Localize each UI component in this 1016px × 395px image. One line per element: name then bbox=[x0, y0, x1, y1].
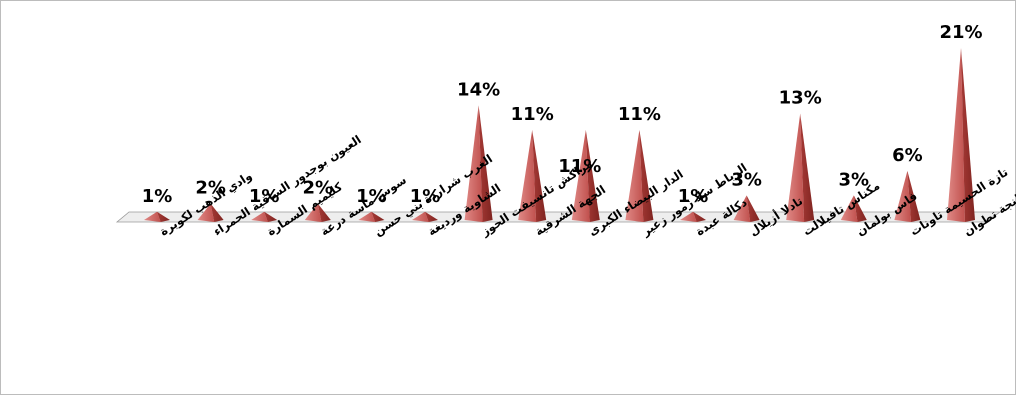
cone-lit-face bbox=[894, 170, 912, 222]
data-label: 11% bbox=[511, 104, 554, 125]
chart-floor-plane bbox=[115, 211, 1002, 223]
data-label: 1% bbox=[142, 186, 173, 207]
cone-shadow-face bbox=[210, 203, 224, 222]
cone-lit-face bbox=[251, 211, 268, 222]
cone-lit-face bbox=[518, 129, 537, 222]
cone-lit-face bbox=[947, 48, 965, 222]
cone-shadow-face bbox=[961, 48, 975, 222]
cone-bar bbox=[518, 129, 547, 222]
cone-bar bbox=[894, 170, 921, 222]
data-label: 14% bbox=[457, 79, 500, 100]
cone-shadow-face bbox=[425, 211, 438, 222]
cone-shadow-face bbox=[907, 170, 921, 222]
cone-shadow-face bbox=[478, 105, 493, 222]
cone-bar bbox=[251, 211, 278, 222]
cone-shadow-face bbox=[693, 211, 706, 222]
cone-bar bbox=[197, 203, 224, 222]
cone-lit-face bbox=[304, 203, 322, 222]
cone-shadow-face bbox=[585, 129, 600, 222]
data-labels: 1% 2% 1% 2% 1% 1% 14% 11% 11% 11% 1% 3% 13% 3% 6% 21% bbox=[142, 22, 983, 207]
cone-bar bbox=[464, 105, 493, 222]
data-label: 3% bbox=[731, 169, 762, 190]
cone-bar bbox=[625, 129, 654, 222]
cone-bar bbox=[571, 129, 600, 222]
data-label: 11% bbox=[618, 104, 661, 125]
cone-shadow-face bbox=[317, 203, 331, 222]
cone-bar bbox=[680, 211, 706, 222]
data-label: 1% bbox=[678, 186, 709, 207]
cone-lit-face bbox=[625, 129, 644, 222]
cone-shadow-face bbox=[371, 211, 385, 222]
cone-lit-face bbox=[197, 203, 215, 222]
cone-lit-face bbox=[571, 129, 590, 222]
data-label: 2% bbox=[303, 178, 334, 199]
cone-shadow-face bbox=[532, 129, 547, 222]
cone-shadow-face bbox=[639, 129, 654, 222]
cone-bar bbox=[947, 48, 975, 222]
cone-bar bbox=[840, 195, 867, 222]
cone-bar bbox=[412, 211, 438, 222]
cone-lit-face bbox=[680, 211, 697, 222]
data-label: 1% bbox=[410, 186, 441, 207]
chart-floor bbox=[115, 211, 1002, 223]
cone-lit-face bbox=[840, 195, 858, 222]
data-label: 11% bbox=[558, 156, 601, 177]
data-label: 3% bbox=[839, 169, 870, 190]
data-label: 13% bbox=[779, 88, 822, 109]
cone-bar bbox=[358, 211, 385, 222]
data-label: 21% bbox=[939, 22, 982, 43]
cone-lit-face bbox=[358, 211, 376, 222]
data-label: 6% bbox=[892, 145, 923, 166]
cone-shadow-face bbox=[264, 211, 278, 222]
data-label: 1% bbox=[249, 186, 280, 207]
cone-series bbox=[144, 48, 975, 222]
cone-lit-face bbox=[412, 211, 429, 222]
cone-lit-face bbox=[786, 113, 805, 222]
cone-lit-face bbox=[464, 105, 483, 222]
cone-shadow-face bbox=[800, 113, 815, 222]
cone-shadow-face bbox=[157, 211, 170, 222]
cone-bar bbox=[144, 211, 170, 222]
cone-lit-face bbox=[144, 211, 161, 222]
cone-bar bbox=[733, 195, 760, 222]
cone-bar bbox=[304, 203, 331, 222]
data-label: 1% bbox=[356, 186, 387, 207]
cone-lit-face bbox=[733, 195, 751, 222]
cone-shadow-face bbox=[746, 195, 760, 222]
cone-shadow-face bbox=[853, 195, 867, 222]
data-label: 2% bbox=[195, 178, 226, 199]
cone-bar bbox=[786, 113, 815, 222]
